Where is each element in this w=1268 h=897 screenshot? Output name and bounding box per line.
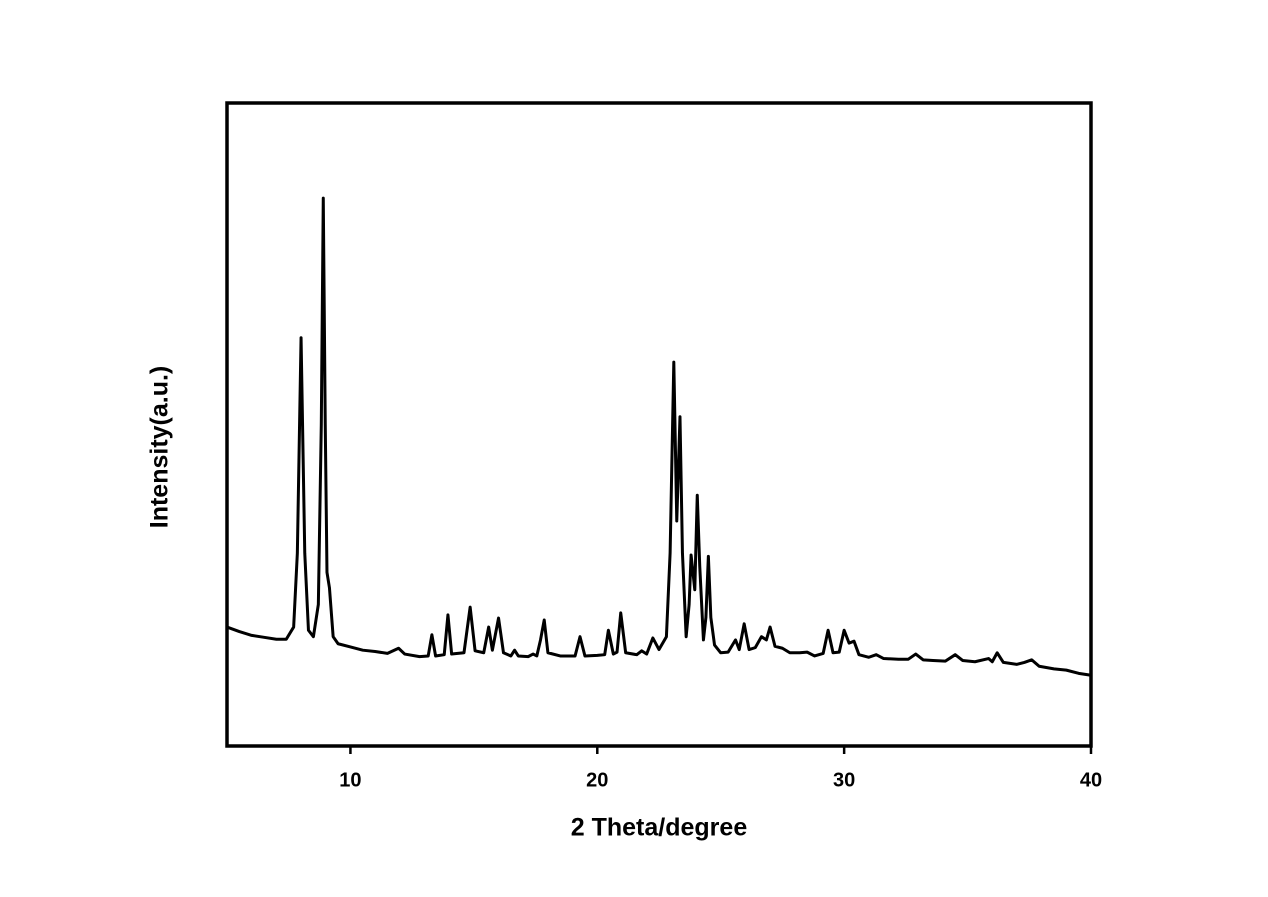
plot-frame <box>225 101 1093 748</box>
x-tick-label: 30 <box>833 769 855 791</box>
x-tick-label: 40 <box>1080 769 1102 791</box>
x-tick-label: 10 <box>339 769 361 791</box>
x-tick-label: 20 <box>586 769 608 791</box>
y-axis-label: Intensity(a.u.) <box>146 366 174 529</box>
line <box>226 196 1092 677</box>
x-axis-label: 2 Theta/degree <box>571 814 748 842</box>
